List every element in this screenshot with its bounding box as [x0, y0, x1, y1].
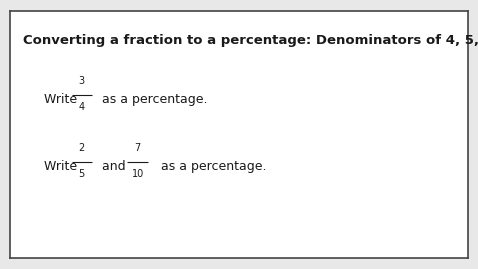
Text: as a percentage.: as a percentage. [98, 93, 207, 106]
Text: as a percentage.: as a percentage. [157, 160, 266, 173]
Text: Write: Write [44, 93, 81, 106]
Text: 4: 4 [78, 102, 85, 112]
Text: 7: 7 [134, 143, 141, 153]
Text: 10: 10 [131, 169, 144, 179]
Text: Converting a fraction to a percentage: Denominators of 4, 5, or 10: Converting a fraction to a percentage: D… [23, 34, 478, 47]
Text: Write: Write [44, 160, 81, 173]
Text: and: and [98, 160, 130, 173]
Text: 3: 3 [78, 76, 85, 86]
Text: 2: 2 [78, 143, 85, 153]
Text: 5: 5 [78, 169, 85, 179]
